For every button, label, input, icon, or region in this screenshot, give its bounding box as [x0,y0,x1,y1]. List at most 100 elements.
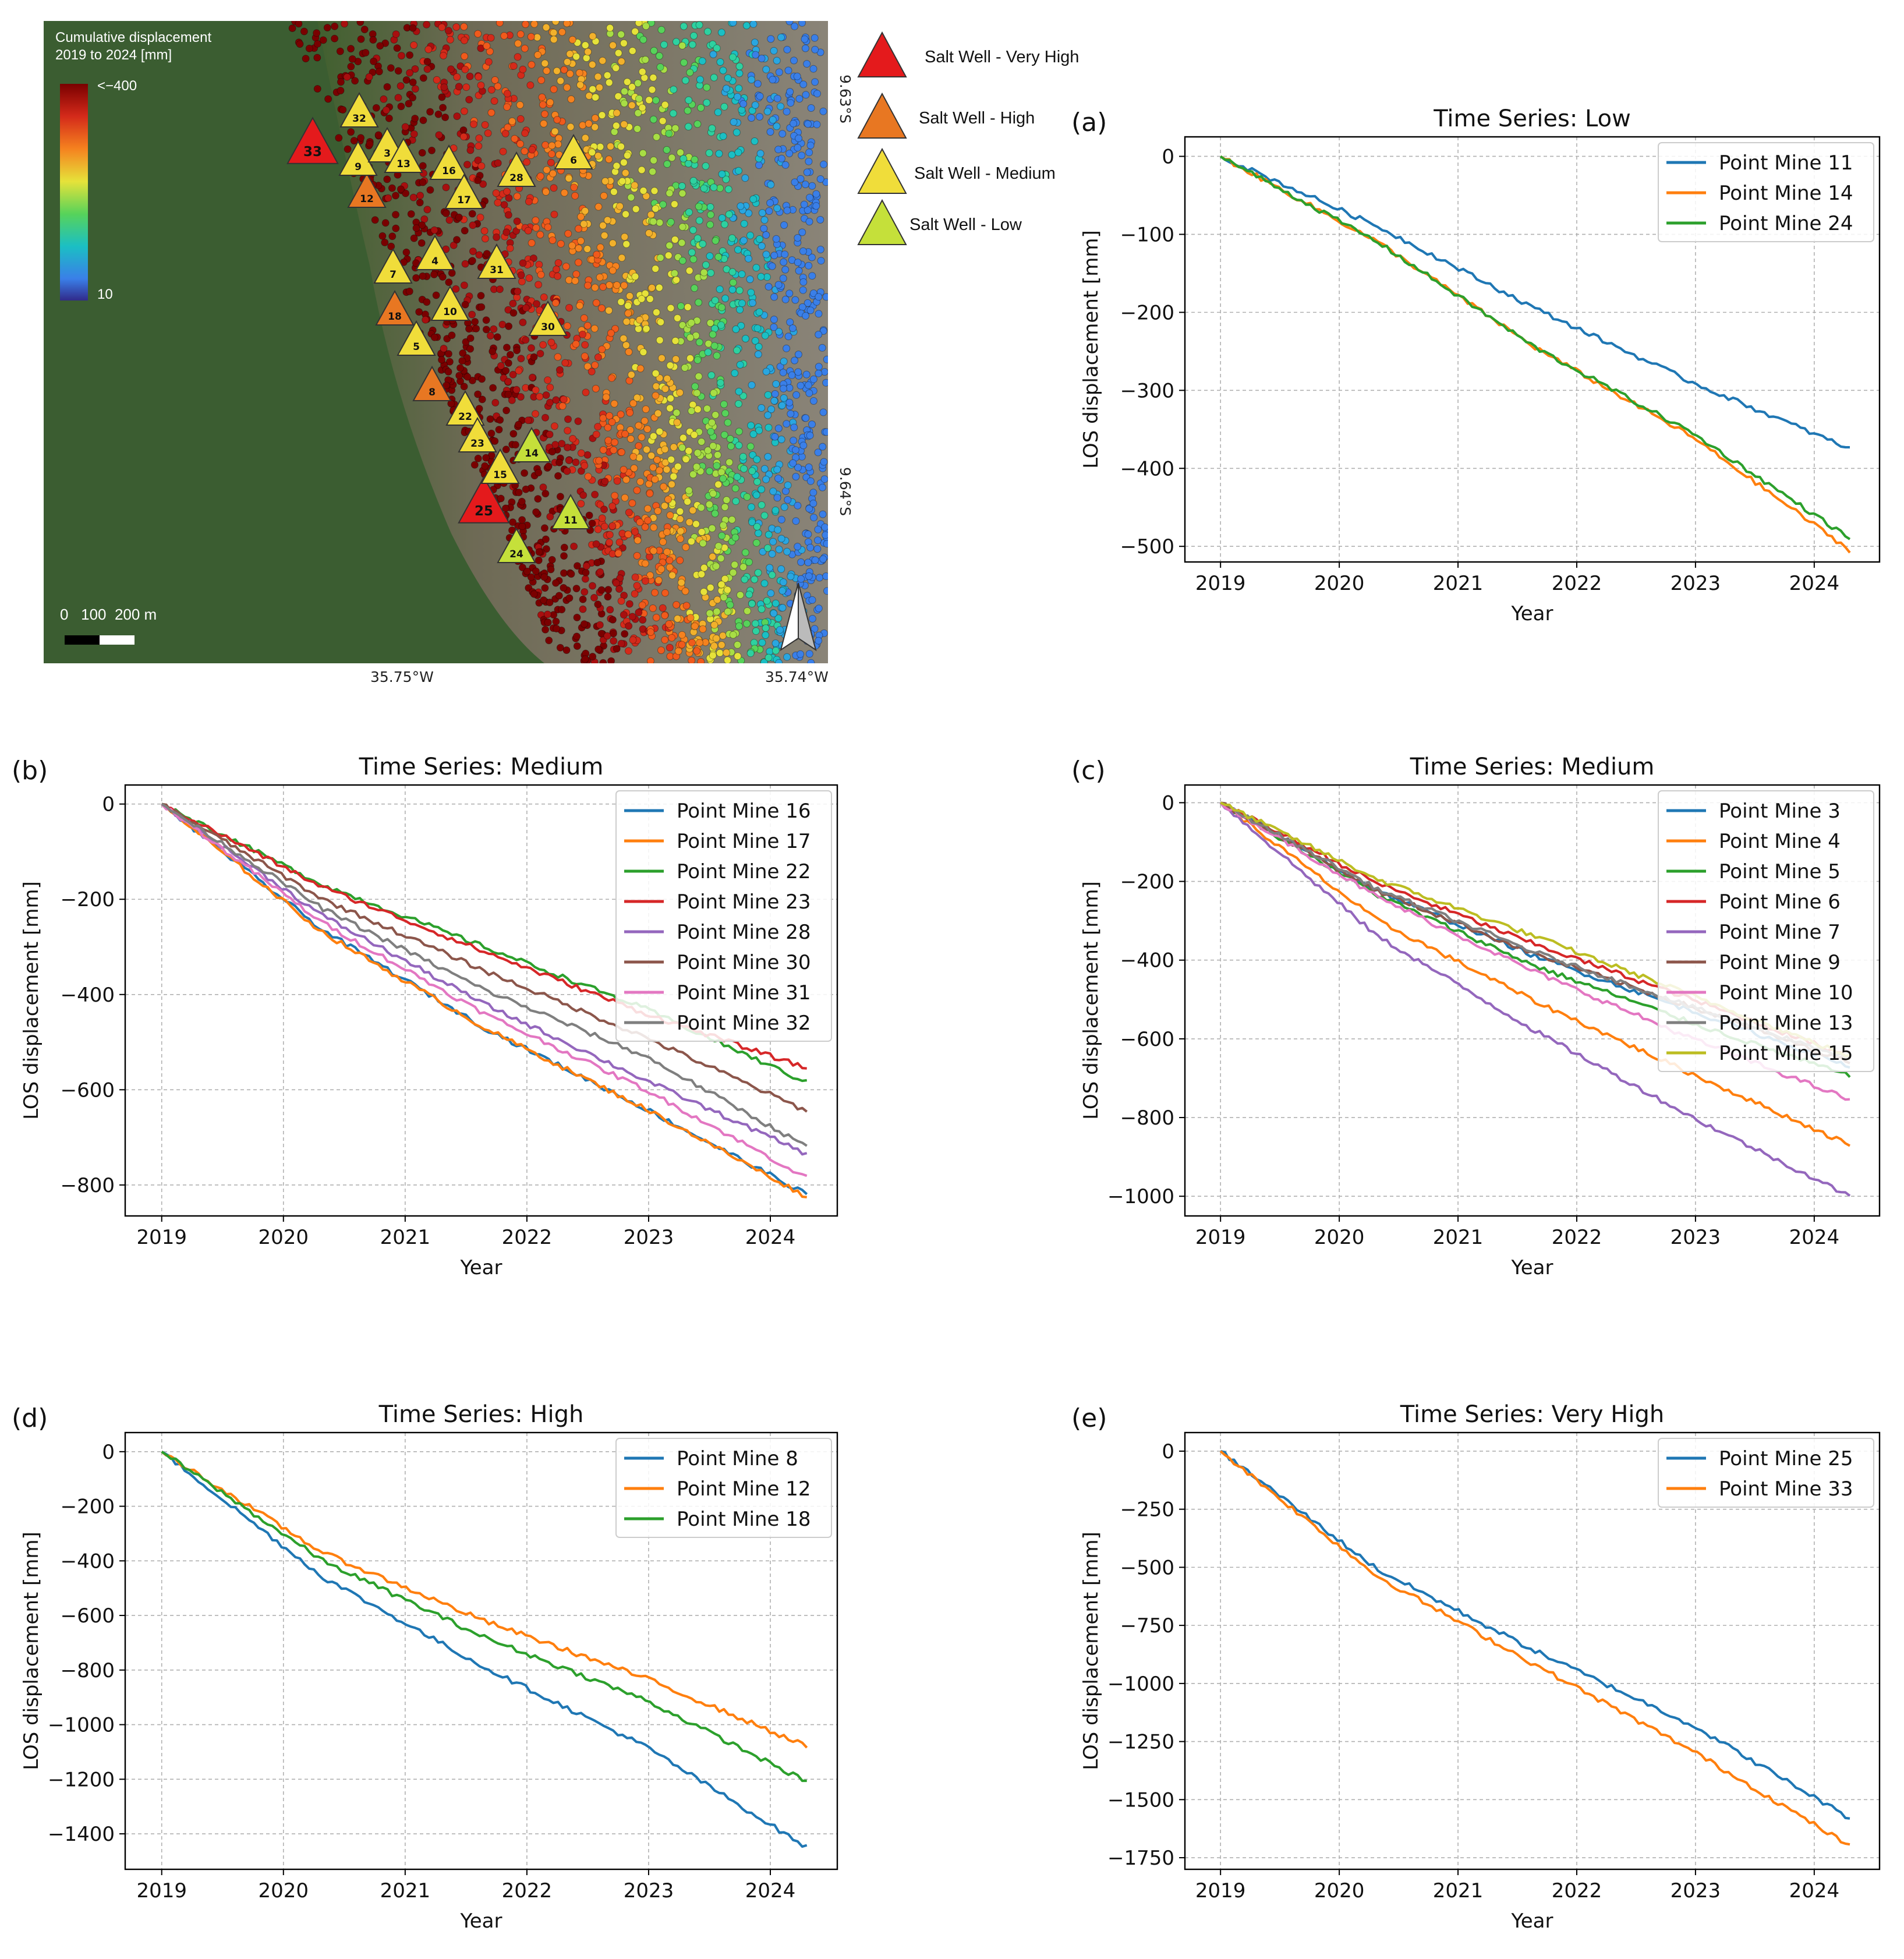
displacement-point [642,22,650,30]
displacement-point [388,184,396,192]
salt-well-28-marker [497,151,536,188]
displacement-point [509,370,517,379]
displacement-point [666,189,674,197]
displacement-point [709,50,717,58]
displacement-point [642,325,650,333]
displacement-point [709,330,717,338]
displacement-point [724,656,731,663]
x-tick-label: 2021 [1433,1226,1484,1249]
displacement-point [646,657,654,663]
displacement-point [430,333,438,341]
displacement-point [797,650,805,658]
displacement-point [440,83,448,91]
legend-label: Point Mine 4 [1719,830,1841,853]
displacement-point [739,100,748,108]
displacement-point [581,575,589,583]
displacement-point [673,418,681,426]
displacement-point [487,86,496,94]
displacement-point [537,271,545,279]
displacement-point [805,389,813,397]
displacement-point [596,568,604,576]
displacement-point [610,399,618,408]
y-tick-label: −800 [1120,1106,1174,1130]
displacement-point [808,615,816,623]
displacement-point [739,236,748,245]
legend-label: Point Mine 14 [1719,182,1853,205]
displacement-point [781,266,790,274]
x-tick-label: 2021 [1433,1879,1484,1903]
displacement-point [686,354,694,362]
displacement-point [755,426,763,434]
displacement-point [764,411,772,419]
salt-well-6-label: 6 [570,155,577,167]
displacement-point [729,21,737,27]
displacement-point [732,325,740,333]
displacement-point [735,427,743,436]
displacement-point [690,431,698,439]
displacement-point [628,499,636,507]
displacement-point [515,489,523,497]
displacement-point [805,505,813,512]
displacement-point [502,367,510,374]
plot-frame [1184,784,1881,1217]
displacement-point [547,338,555,346]
displacement-point [677,578,685,586]
displacement-point [381,238,389,246]
displacement-point [704,348,712,356]
displacement-point [617,143,625,151]
displacement-point [698,438,706,445]
displacement-point [695,338,703,346]
legend-low-label: Salt Well - Low [909,215,1022,234]
displacement-point [564,427,572,434]
displacement-point [804,381,812,389]
displacement-point [779,369,787,377]
displacement-point [604,586,613,594]
displacement-point [693,449,702,457]
displacement-point [806,432,814,440]
displacement-point [686,614,695,622]
displacement-point [792,517,800,525]
x-axis-label: Year [1511,602,1553,625]
displacement-point [747,503,755,511]
displacement-point [641,560,649,568]
displacement-point [785,150,794,157]
displacement-point [783,45,791,54]
displacement-point [459,126,468,134]
displacement-point [486,415,494,423]
displacement-point [514,287,522,295]
displacement-point [550,422,558,430]
displacement-point [514,53,522,61]
displacement-point [565,457,573,464]
displacement-point [655,52,663,60]
x-tick-label: 2022 [502,1226,553,1249]
displacement-point [684,107,692,115]
displacement-point [809,500,817,507]
y-axis-label: LOS displacement [mm] [20,1532,43,1770]
displacement-point [608,239,617,247]
displacement-point [799,441,808,450]
displacement-point [410,130,418,138]
x-tick-label: 2022 [1552,1226,1602,1249]
displacement-point [419,272,427,280]
displacement-point [537,76,546,84]
displacement-point [775,659,783,663]
displacement-point [444,27,452,35]
displacement-point [713,596,721,604]
displacement-point [753,455,761,464]
displacement-point [776,363,784,370]
displacement-point [710,183,718,192]
series-line-point-mine-31 [161,803,808,1177]
displacement-point [649,432,657,440]
displacement-point [779,578,787,586]
displacement-point [514,40,522,48]
displacement-point [563,83,571,91]
legend-label: Point Mine 32 [677,1012,811,1035]
displacement-point [771,639,780,648]
plot-frame [1184,136,1881,563]
displacement-point [563,467,571,475]
displacement-point [710,621,719,629]
displacement-point [597,586,606,594]
displacement-point [641,577,649,585]
displacement-point [476,213,484,221]
legend-label: Point Mine 31 [677,981,811,1005]
